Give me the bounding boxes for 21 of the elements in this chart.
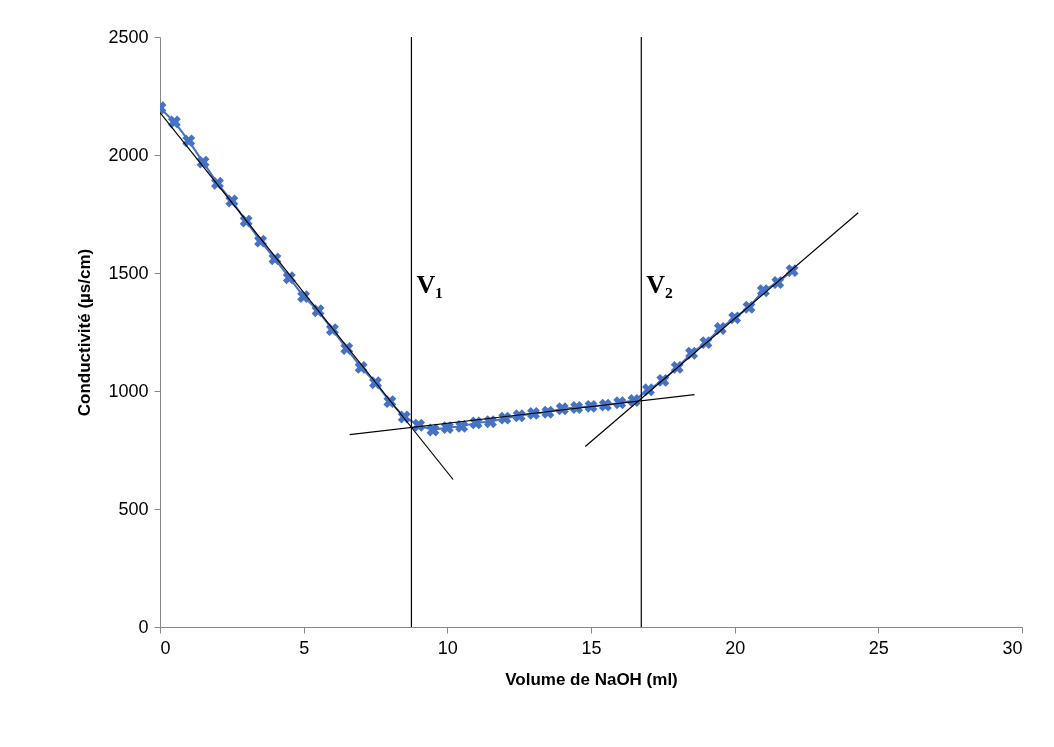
x-tick-label: 0	[160, 637, 171, 658]
point	[182, 134, 196, 148]
ref-line-label: V₂	[646, 269, 674, 299]
x-tick-label: 25	[868, 637, 889, 658]
x-tick-label: 15	[581, 637, 602, 658]
y-tick-label: 500	[118, 498, 149, 519]
y-tick-label: 2500	[108, 26, 149, 47]
x-tick-label: 30	[1002, 637, 1023, 658]
ref-line-label: V₁	[416, 269, 443, 299]
x-tick-label: 20	[725, 637, 746, 658]
point	[584, 399, 598, 413]
y-tick-label: 0	[138, 616, 149, 637]
y-tick-label: 1000	[108, 380, 149, 401]
x-axis-title: Volume de NaOH (ml)	[505, 669, 678, 689]
x-tick-label: 5	[299, 637, 310, 658]
y-tick-label: 2000	[108, 144, 149, 165]
point	[167, 115, 181, 129]
y-axis-title: Conductivité (µs/cm)	[75, 248, 95, 417]
point	[426, 423, 440, 437]
x-tick-label: 10	[437, 637, 458, 658]
y-tick-label: 1500	[108, 262, 149, 283]
